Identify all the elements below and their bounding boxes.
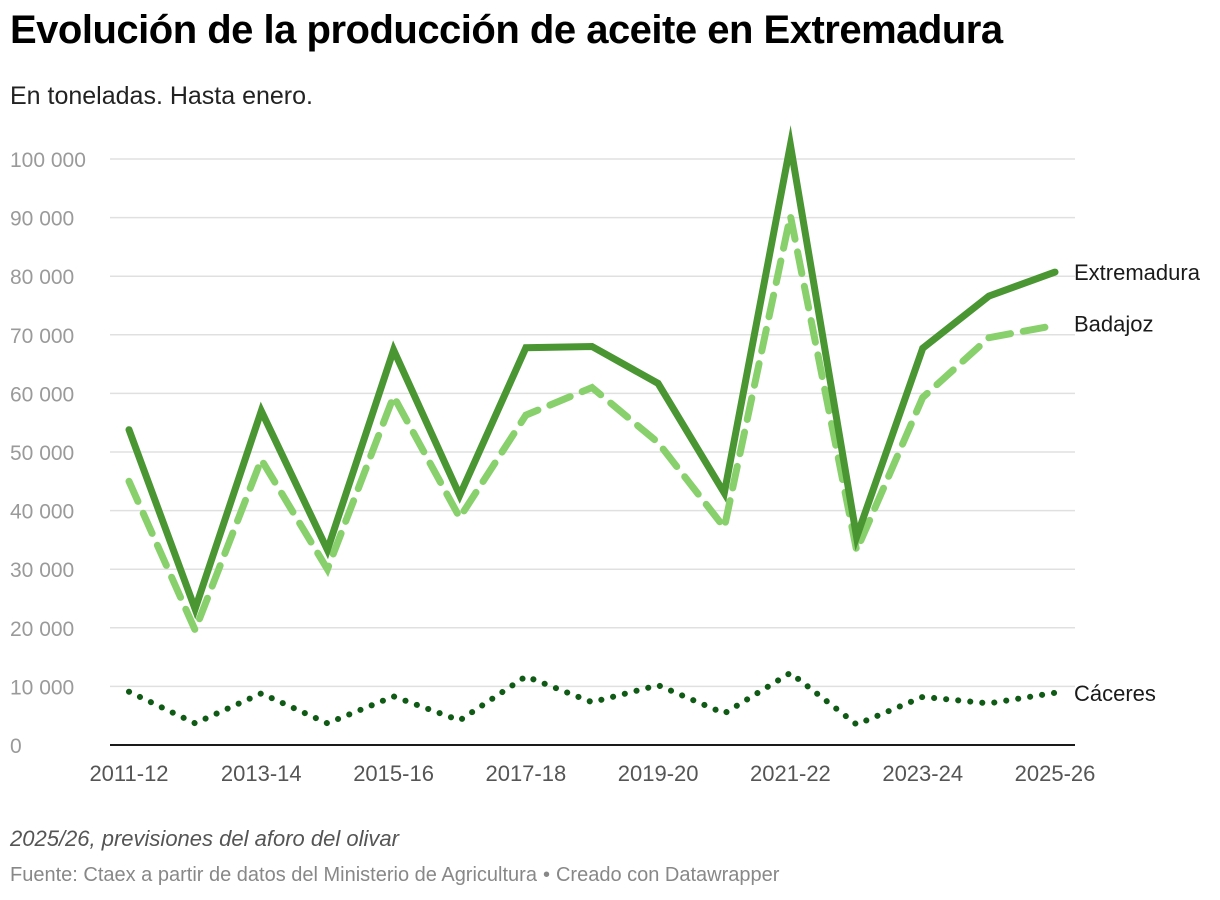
y-tick-label: 0 (10, 735, 22, 758)
series-line-extremadura (125, 125, 1059, 620)
x-tick-label: 2015-16 (353, 761, 434, 786)
y-tick-label: 90 000 (10, 208, 74, 231)
forecast-note: 2025/26, previsiones del aforo del oliva… (10, 826, 399, 851)
y-tick-label: 40 000 (10, 501, 74, 524)
x-tick-label: 2021-22 (750, 761, 831, 786)
series-lines (125, 125, 1059, 728)
y-tick-label: 20 000 (10, 618, 74, 641)
x-tick-label: 2019-20 (618, 761, 699, 786)
y-tick-label: 70 000 (10, 325, 74, 348)
source-text: Fuente: Ctaex a partir de datos del Mini… (10, 864, 537, 886)
source-separator: • (542, 864, 550, 886)
y-tick-label: 10 000 (10, 676, 74, 699)
x-tick-label: 2013-14 (221, 761, 302, 786)
y-tick-label: 60 000 (10, 383, 74, 406)
y-axis-ticks: 0 10 000 20 000 30 000 40 000 50 000 60 000 70 … (10, 149, 86, 758)
x-tick-label: 2017-18 (485, 761, 566, 786)
x-tick-label: 2023-24 (882, 761, 963, 786)
y-tick-label: 80 000 (10, 266, 74, 289)
datawrapper-credit: Creado con Datawrapper (555, 864, 780, 886)
chart-title: Evolución de la producción de aceite en … (10, 8, 1003, 52)
y-tick-label: 100 000 (10, 149, 86, 172)
series-label-extremadura: Extremadura (1074, 260, 1201, 285)
x-tick-label: 2025-26 (1015, 761, 1096, 786)
x-tick-label: 2011-12 (89, 761, 168, 786)
x-axis-ticks: 2011-12 2013-14 2015-16 2017-18 2019-20 2021-… (89, 761, 1095, 786)
y-tick-label: 50 000 (10, 442, 74, 465)
series-line-badajoz (125, 198, 1059, 640)
series-line-caceres (126, 669, 1058, 728)
y-tick-label: 30 000 (10, 559, 74, 582)
grid-lines (110, 158, 1075, 688)
chart-subtitle: En toneladas. Hasta enero. (10, 82, 313, 110)
series-label-caceres: Cáceres (1074, 681, 1156, 706)
source-line: Fuente: Ctaex a partir de datos del Mini… (10, 864, 779, 887)
series-labels: Badajoz Cáceres Extremadura (1074, 260, 1201, 706)
series-label-badajoz: Badajoz (1074, 311, 1154, 336)
